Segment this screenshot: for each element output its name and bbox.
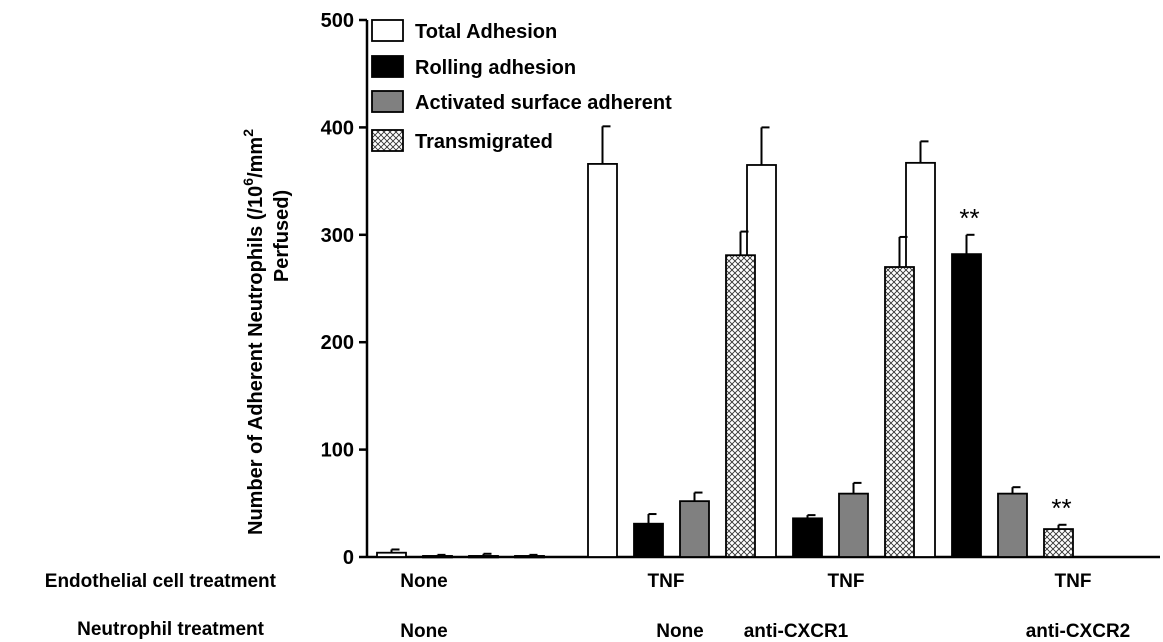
significance-label: ** [1051, 493, 1071, 523]
legend-swatch-gray [371, 90, 404, 113]
bar-black [422, 555, 453, 559]
y-tick-label: 500 [321, 10, 354, 32]
legend-swatch-white [371, 19, 404, 42]
legend-swatch-black [371, 55, 404, 78]
row-label-neutrophil: Neutrophil treatment [77, 619, 265, 640]
row-label-endothelial: Endothelial cell treatment [45, 571, 277, 592]
legend-label: Total Adhesion [415, 21, 557, 43]
bar-white [587, 163, 618, 558]
legend-label: Rolling adhesion [415, 57, 576, 79]
legend-label: Transmigrated [415, 131, 553, 153]
bar-gray [468, 555, 499, 559]
endothelial-treatment-label: TNF [828, 571, 865, 592]
endothelial-treatment-label: TNF [648, 571, 685, 592]
y-tick-label: 100 [321, 440, 354, 462]
axes: 0 100 200 300 400 500 [321, 10, 1160, 569]
y-tick-label: 200 [321, 332, 354, 354]
x-category-labels: Endothelial cell treatment Neutrophil tre… [45, 571, 1130, 642]
y-axis-title: Number of Adherent Neutrophils (/106/mm2 [240, 129, 267, 535]
y-axis-title-line2: Perfused) [271, 190, 293, 282]
endothelial-treatment-label: None [400, 571, 448, 592]
bar-hatch [1043, 528, 1074, 558]
legend: Total Adhesion Rolling adhesion Activated … [371, 19, 672, 153]
endothelial-treatment-label: TNF [1055, 571, 1092, 592]
neutrophil-treatment-label: anti-CXCR1 [744, 621, 849, 642]
bar-hatch [884, 266, 915, 558]
y-tick-label: 0 [343, 547, 354, 569]
bars-layer: ** ** [376, 125, 1074, 559]
bar-gray [679, 500, 710, 558]
bar-hatch [725, 254, 756, 558]
neutrophil-treatment-label: None [400, 621, 448, 642]
significance-label: ** [959, 203, 979, 233]
y-tick-label: 300 [321, 225, 354, 247]
bar-gray [838, 492, 869, 558]
neutrophil-treatment-label: None [656, 621, 704, 642]
bar-black [633, 522, 664, 558]
neutrophil-treatment-label: anti-CXCR2 [1026, 621, 1131, 642]
bar-black [792, 517, 823, 558]
y-tick-label: 400 [321, 117, 354, 139]
legend-label: Activated surface adherent [415, 92, 672, 114]
legend-swatch-hatch [371, 129, 404, 152]
bar-black [951, 253, 982, 558]
bar-hatch [514, 555, 545, 559]
bar-white [376, 551, 407, 558]
bar-gray [997, 492, 1028, 558]
